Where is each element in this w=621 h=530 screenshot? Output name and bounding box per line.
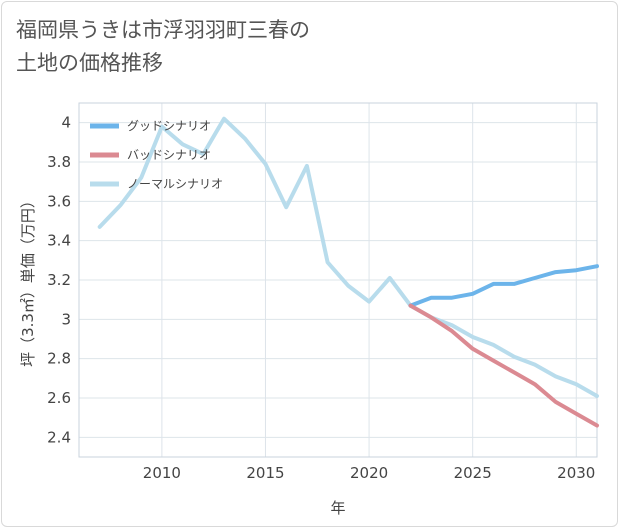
x-tick-label: 2030: [557, 464, 595, 482]
y-tick-label: 3.4: [47, 232, 71, 250]
y-tick-label: 3.2: [47, 271, 71, 289]
legend-label-bad: バッドシナリオ: [127, 148, 211, 162]
grid-lines: [79, 103, 597, 457]
y-tick-label: 2.6: [47, 389, 71, 407]
y-tick-label: 3.8: [47, 153, 71, 171]
x-axis-ticks: 2010 2015 2020 2025 2030: [143, 464, 596, 482]
legend-label-normal: ノーマルシナリオ: [127, 177, 223, 191]
x-tick-label: 2010: [143, 464, 181, 482]
y-tick-label: 2.4: [47, 428, 71, 446]
series-line-normal: [97, 116, 599, 398]
x-tick-label: 2020: [350, 464, 388, 482]
y-tick-label: 2.8: [47, 350, 71, 368]
y-axis-title: 坪（3.3㎡）単価（万円）: [19, 193, 37, 367]
series-line-good: [408, 264, 599, 308]
x-axis-title: 年: [330, 499, 345, 517]
y-tick-label: 4: [61, 114, 71, 132]
chart-title-line-2: 土地の価格推移: [16, 51, 163, 75]
chart-title: 福岡県うきは市浮羽羽町三春の 土地の価格推移: [16, 14, 436, 80]
plot-area: [78, 102, 598, 458]
x-tick-label: 2015: [246, 464, 284, 482]
chart-title-line-1: 福岡県うきは市浮羽羽町三春の: [16, 18, 310, 42]
x-tick-label: 2025: [454, 464, 492, 482]
y-axis-ticks: 2.4 2.6 2.8 3 3.2 3.4 3.6 3.8 4: [47, 114, 71, 447]
y-tick-label: 3: [61, 310, 71, 328]
legend-label-good: グッドシナリオ: [127, 119, 211, 133]
series-lines: [97, 116, 599, 428]
y-tick-label: 3.6: [47, 192, 71, 210]
series-line-bad: [408, 303, 599, 428]
